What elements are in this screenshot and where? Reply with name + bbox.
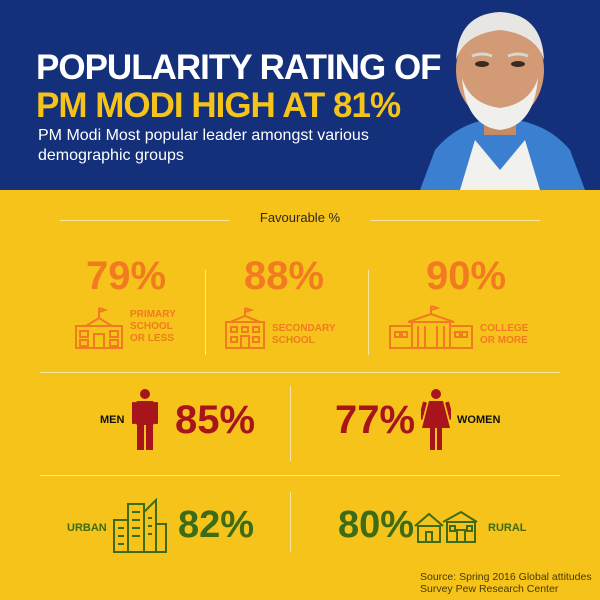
rural-value: 80% [338,504,415,546]
secondary-school-icon [225,307,265,349]
men-value: 85% [175,398,256,442]
education-primary-value: 79% [86,254,167,298]
urban-label: URBAN [67,522,107,534]
divider [290,386,291,461]
man-icon [132,389,158,450]
header-banner: POPULARITY RATING OF PM MODI HIGH AT 81%… [0,0,600,190]
source-line: Survey Pew Research Center [420,583,559,595]
section-divider [40,372,560,373]
education-college-caption: COLLEGE OR MORE [480,323,528,347]
section-divider [40,475,560,476]
rule-right [370,220,540,221]
favourable-label: Favourable % [259,210,341,225]
primary-school-icon [75,307,123,349]
rural-label: RURAL [488,522,527,534]
title-line-2: PM MODI HIGH AT 81% [36,86,401,125]
rural-houses-icon [414,510,478,543]
divider [290,492,291,552]
title-line-1: POPULARITY RATING OF [36,48,442,87]
education-primary-caption: PRIMARY SCHOOL OR LESS [130,309,176,345]
woman-icon [421,389,451,450]
caption-line: COLLEGE [480,323,529,334]
divider [205,270,206,355]
portrait-image [420,12,585,190]
education-secondary-value: 88% [244,254,325,298]
urban-value: 82% [178,504,255,546]
source-line: Source: Spring 2016 Global attitudes [420,571,592,583]
women-value: 77% [335,398,416,442]
caption-line: OR LESS [130,333,174,344]
education-secondary-caption: SECONDARY SCHOOL [272,323,336,347]
caption-line: SCHOOL [130,321,173,332]
college-icon [389,305,473,349]
city-buildings-icon [113,497,167,553]
caption-line: SECONDARY [272,323,336,334]
education-college-value: 90% [426,254,507,298]
subtitle: PM Modi Most popular leader amongst vari… [38,127,369,164]
women-label: WOMEN [457,414,501,426]
caption-line: PRIMARY [130,309,176,320]
caption-line: SCHOOL [272,335,315,346]
men-label: MEN [100,414,125,426]
source-note: Source: Spring 2016 Global attitudes Sur… [420,571,592,595]
rule-left [60,220,230,221]
divider [368,270,369,355]
caption-line: OR MORE [480,335,528,346]
